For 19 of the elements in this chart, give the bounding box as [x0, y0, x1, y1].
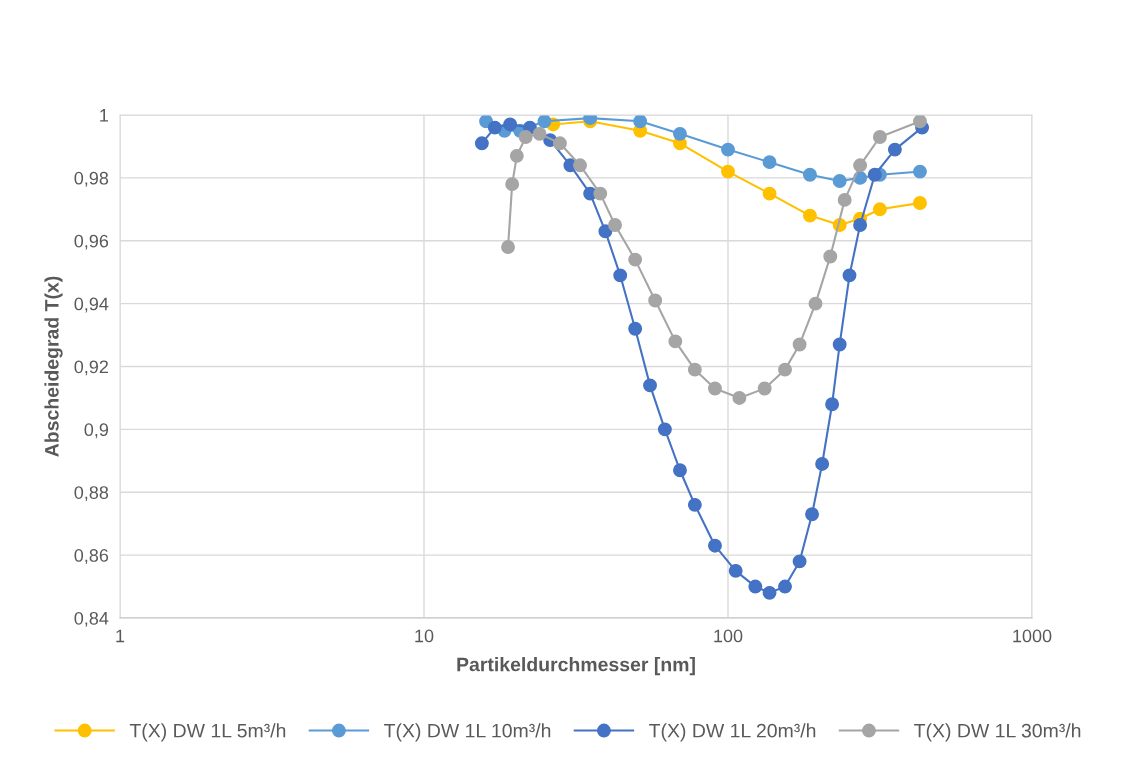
x-tick-label: 10 [415, 629, 434, 643]
legend-label: T(X) DW 1L 5m³/h [129, 723, 286, 742]
y-tick-label: 0,84 [74, 611, 109, 627]
y-tick-label: 0,88 [74, 486, 109, 502]
x-axis-title: Partikeldurchmesser [nm] [457, 657, 695, 676]
y-tick-label: 0,9 [84, 423, 109, 439]
y-tick-label: 0,94 [74, 297, 109, 313]
y-tick-label: 0,92 [74, 360, 108, 376]
y-tick-label: 0,98 [74, 171, 109, 187]
x-tick-label: 1000 [1013, 629, 1052, 643]
legend-label: T(X) DW 1L 10m³/h [384, 723, 551, 742]
y-tick-label: 1 [100, 109, 109, 122]
legend-label: T(X) DW 1L 30m³/h [914, 723, 1081, 742]
y-tick-label: 0,86 [74, 549, 109, 564]
x-tick-label: 100 [714, 629, 743, 643]
y-axis-title: Abscheidegrad T(x) [44, 276, 63, 457]
legend-label: T(X) DW 1L 20m³/h [649, 723, 816, 742]
x-tick-label: 1 [116, 629, 125, 643]
y-tick-label: 0,96 [74, 234, 109, 250]
